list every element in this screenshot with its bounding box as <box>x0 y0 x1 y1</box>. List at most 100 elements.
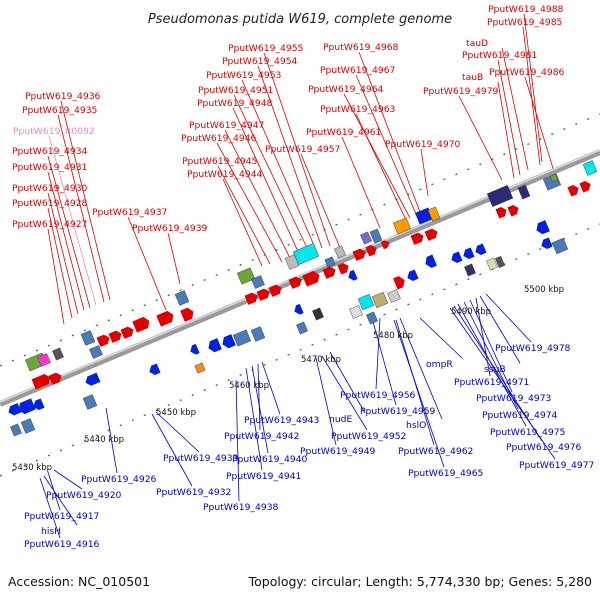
reverse-gene-arrow <box>149 363 161 375</box>
label-connector <box>224 129 291 259</box>
forward-gene-arrow <box>268 284 282 297</box>
gene-box <box>324 256 336 268</box>
reverse-gene-arrow <box>18 398 36 415</box>
gene-box <box>296 321 308 335</box>
gene-glyph <box>369 228 383 244</box>
topology-text: Topology: circular; Length: 5,774,330 bp… <box>248 574 592 589</box>
forward-gene-arrow <box>132 316 150 333</box>
gene-box <box>360 231 372 245</box>
gene-glyph <box>190 343 200 355</box>
forward-gene-arrow <box>96 334 110 347</box>
gene-label: PputW619_4985 <box>487 17 563 28</box>
label-connector <box>393 319 445 468</box>
reverse-gene-arrow <box>425 254 437 268</box>
gene-glyph <box>549 173 559 183</box>
label-connector <box>497 59 521 176</box>
gene-glyph <box>507 205 519 217</box>
forward-gene-arrow <box>507 205 519 217</box>
gene-label: PputW619_4952 <box>331 431 406 442</box>
gene-glyph <box>251 275 265 289</box>
label-connector <box>232 107 301 257</box>
gene-label: PputW619_4959 <box>360 406 436 417</box>
gene-glyph <box>108 330 122 343</box>
gene-label: PputW619_4938 <box>203 502 279 513</box>
gene-box <box>582 160 598 176</box>
label-connector <box>321 355 368 431</box>
upper-tick-track <box>0 113 600 367</box>
gene-glyph <box>174 290 190 306</box>
gene-glyph <box>495 255 505 269</box>
gene-label: PputW619_4948 <box>197 98 273 109</box>
label-connector <box>524 76 557 179</box>
gene-box <box>52 347 64 361</box>
accession-text: Accession: NC_010501 <box>8 574 150 589</box>
gene-label: PputW619_4941 <box>226 471 301 482</box>
gene-glyph <box>296 321 308 335</box>
gene-label: PputW619_4954 <box>222 56 298 67</box>
label-connector <box>47 228 65 325</box>
gene-glyph <box>20 418 36 434</box>
gene-glyph <box>348 269 358 281</box>
gene-box <box>486 257 498 271</box>
forward-gene-arrow <box>108 330 122 343</box>
label-connector <box>257 65 323 249</box>
forward-gene-arrow <box>567 185 579 197</box>
gene-box <box>349 305 363 319</box>
gene-label: PputW619_4917 <box>24 511 100 522</box>
gene-label: PputW619_4937 <box>92 207 168 218</box>
label-connector <box>375 317 381 390</box>
gene-box <box>232 329 252 347</box>
label-connector <box>399 317 443 420</box>
gene-glyph <box>410 232 424 245</box>
label-connector <box>235 379 240 502</box>
gene-glyph <box>357 293 375 311</box>
gene-glyph <box>360 231 372 245</box>
label-connector <box>453 305 543 442</box>
label-connector <box>329 351 366 414</box>
gene-label: PputW619_4962 <box>398 446 473 457</box>
gene-box <box>551 237 569 255</box>
forward-gene-arrow <box>410 232 424 245</box>
label-connector <box>300 153 341 249</box>
label-connector <box>241 79 317 251</box>
label-connector <box>458 95 503 181</box>
label-connector <box>43 475 78 526</box>
gene-glyph <box>387 289 401 303</box>
gene-glyph <box>407 269 419 281</box>
gene-box <box>392 217 412 235</box>
gene-label: PputW619_4973 <box>476 393 552 404</box>
gene-glyph <box>392 217 412 235</box>
label-connector <box>151 413 193 487</box>
label-connector <box>105 407 118 474</box>
label-connector <box>47 171 85 311</box>
gene-glyph <box>551 237 569 255</box>
gene-glyph <box>31 373 51 390</box>
gene-label: PputW619_4949 <box>300 446 376 457</box>
gene-glyph <box>294 303 304 315</box>
gene-glyph <box>156 310 174 327</box>
forward-gene-arrow <box>393 276 405 290</box>
gene-label: PputW619_4953 <box>206 70 282 81</box>
gene-box <box>427 206 441 222</box>
gene-box <box>10 423 22 437</box>
gene-box <box>236 267 256 285</box>
label-connector <box>251 365 269 454</box>
gene-label: PputW619_4986 <box>489 67 565 78</box>
gene-glyph <box>194 362 206 374</box>
reverse-gene-arrow <box>348 269 358 281</box>
tick-label: 5470 kbp <box>301 355 341 365</box>
tick-label: 5450 kbp <box>156 408 196 418</box>
gene-glyph <box>365 245 377 257</box>
gene-box <box>334 245 346 259</box>
gene-label: PputW619_4988 <box>488 4 564 15</box>
label-connector <box>233 94 311 255</box>
gene-label: tauD <box>466 38 488 49</box>
label-connector <box>39 477 61 539</box>
forward-gene-arrow <box>180 307 194 322</box>
gene-label: PputW619_4928 <box>12 198 88 209</box>
reverse-gene-arrow <box>85 372 101 386</box>
gene-label: tauB <box>462 72 483 83</box>
gene-box <box>366 311 378 325</box>
gene-label: PputW619_4957 <box>265 144 341 155</box>
label-connector <box>522 26 541 166</box>
